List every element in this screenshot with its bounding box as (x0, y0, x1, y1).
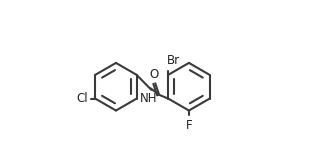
Text: F: F (186, 119, 192, 131)
Text: Br: Br (167, 54, 180, 67)
Text: NH: NH (140, 92, 157, 105)
Text: Cl: Cl (77, 92, 88, 105)
Text: O: O (149, 68, 159, 81)
